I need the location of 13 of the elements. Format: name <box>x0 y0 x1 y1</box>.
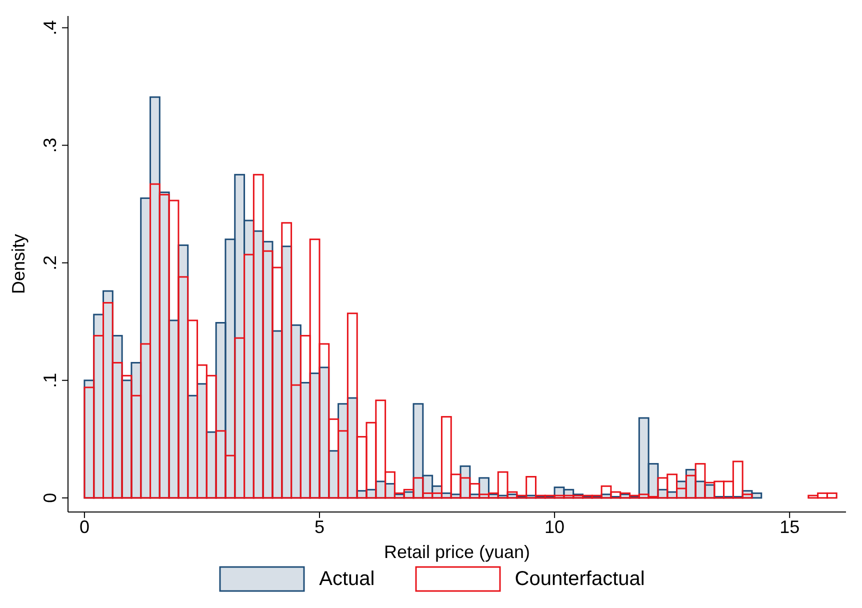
legend-label: Actual <box>319 568 375 590</box>
y-tick-label: 0 <box>40 492 60 503</box>
x-tick-label: 15 <box>780 516 800 537</box>
y-tick-label: .3 <box>40 138 60 153</box>
legend-label: Counterfactual <box>514 568 645 590</box>
y-tick-label: .2 <box>40 255 60 270</box>
x-tick-label: 0 <box>79 516 90 537</box>
y-tick-label: .4 <box>40 20 60 36</box>
x-axis-title: Retail price (yuan) <box>384 542 530 562</box>
y-tick-label: .1 <box>40 372 60 388</box>
x-tick-label: 10 <box>544 516 565 537</box>
x-tick-label: 5 <box>314 516 325 537</box>
y-axis-title: Density <box>8 234 28 294</box>
